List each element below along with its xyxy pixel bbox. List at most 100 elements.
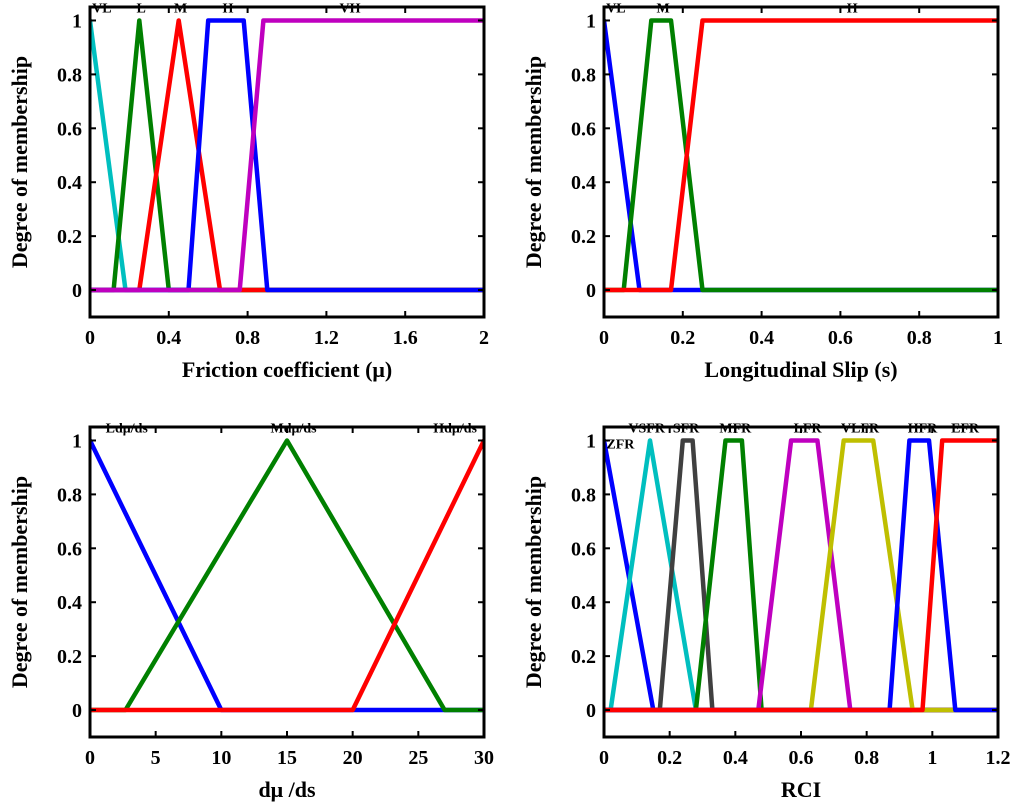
y-tick-label: 0.8 [57,484,82,506]
series-line-vl [604,18,998,293]
y-tick-label: 1 [586,430,596,452]
x-tick-label: 0.8 [907,327,932,349]
series-line-md-ds [90,438,484,713]
x-tick-label: 25 [408,747,428,769]
x-tick-label: 0.6 [789,747,814,769]
series-line-m [604,18,998,293]
curve-annotation: L [137,1,146,16]
x-tick-label: 0 [599,747,609,769]
chart-panel-2: 0 0.2 0.4 0.6 0.8 1 0 0.2 0.4 0.6 0.8 1 Longitudinal… [521,1,1003,382]
y-tick-label: 0.6 [571,118,596,140]
curve-annotation: VL [606,1,625,16]
y-tick-label: 0.2 [57,226,82,248]
y-tick-label: 0.8 [57,64,82,86]
curve-annotation: VSFR [628,421,665,436]
series-line-m [90,18,484,293]
chart-panel-1: 0 0.4 0.8 1.2 1.6 2 0 0.2 0.4 0.6 0.8 1 Friction coe… [7,1,489,382]
x-tick-label: 0.4 [156,327,181,349]
y-tick-label: 0.6 [57,538,82,560]
y-tick-label: 1 [72,10,82,32]
y-tick-label: 0 [586,700,596,722]
x-tick-label: 0.4 [723,747,748,769]
series-line-l [90,18,484,293]
series-group [90,438,484,713]
series-line-h [90,18,484,293]
y-tick-label: 0.2 [571,226,596,248]
x-tick-label: 1.2 [986,747,1011,769]
curve-annotation: Hdμ/ds [433,421,477,436]
y-tick-label: 0.2 [571,646,596,668]
x-tick-label: 0 [85,747,95,769]
x-tick-label: 30 [474,747,494,769]
axes-frame [602,5,1000,319]
curve-annotation: Ldμ/ds [106,421,149,436]
x-tick-label: 0.6 [828,327,853,349]
series-group [90,18,484,293]
y-axis-label: Degree of membership [7,56,32,268]
y-tick-label: 0.4 [57,172,82,194]
x-tick-label: 1 [927,747,937,769]
y-tick-label: 0.4 [571,172,596,194]
x-axis-label: dμ /ds [258,777,316,802]
y-tick-label: 0.2 [57,646,82,668]
x-tick-label: 20 [343,747,363,769]
x-tick-label: 1 [993,327,1003,349]
curve-annotation: Mdμ/ds [271,421,318,436]
y-tick-label: 0.6 [57,118,82,140]
y-tick-label: 1 [586,10,596,32]
x-tick-label: 5 [151,747,161,769]
x-tick-label: 0.2 [657,747,682,769]
series-line-hd-ds [90,438,484,713]
x-tick-label: 1.2 [314,327,339,349]
y-axis-label: Degree of membership [521,56,546,268]
y-tick-label: 1 [72,430,82,452]
x-axis-label: Friction coefficient (μ) [182,357,392,382]
x-tick-label: 0.2 [670,327,695,349]
series-line-h [604,18,998,293]
curve-annotation: H [222,1,233,16]
curve-annotation: LFR [794,421,823,436]
y-tick-label: 0.4 [571,592,596,614]
x-tick-label: 0.8 [235,327,260,349]
x-tick-label: 1.6 [393,327,418,349]
x-tick-label: 0 [85,327,95,349]
curve-annotation: EFR [951,421,980,436]
x-tick-label: 10 [211,747,231,769]
curve-annotation: VH [340,1,361,16]
curve-annotation: ZFR [606,438,635,453]
curve-annotation: SFR [673,421,700,436]
y-tick-label: 0 [586,280,596,302]
series-line-vh [90,18,484,293]
series-line-efr [604,438,998,713]
y-tick-label: 0 [72,700,82,722]
curve-annotation: H [847,1,858,16]
curve-annotation: MFR [719,421,752,436]
y-tick-label: 0 [72,280,82,302]
curve-annotation: M [656,1,669,16]
x-tick-label: 0.8 [854,747,879,769]
x-tick-label: 2 [479,327,489,349]
y-tick-label: 0.8 [571,484,596,506]
series-line-vl [90,18,484,293]
curve-annotation: M [174,1,187,16]
chart-panel-3: 0 5 10 15 20 25 30 0 0.2 0.4 0.6 0.8 1 dμ /ds Degree o… [7,421,494,802]
curve-annotation: VL [92,1,111,16]
axes-frame [88,5,486,319]
axes-frame [88,425,486,739]
y-tick-label: 0.8 [571,64,596,86]
x-axis-label: Longitudinal Slip (s) [704,357,897,382]
chart-panel-4: 0 0.2 0.4 0.6 0.8 1 1.2 0 0.2 0.4 0.6 0.8 1 RCI Degree… [521,421,1011,802]
y-tick-label: 0.4 [57,592,82,614]
series-group [604,438,998,713]
curve-annotation: HFR [908,421,938,436]
y-axis-label: Degree of membership [7,476,32,688]
series-group [604,18,998,293]
curve-annotation: VLFR [841,421,880,436]
x-tick-label: 0.4 [749,327,774,349]
x-tick-label: 0 [599,327,609,349]
y-tick-label: 0.6 [571,538,596,560]
x-tick-label: 15 [277,747,297,769]
x-axis-label: RCI [781,777,821,802]
y-axis-label: Degree of membership [521,476,546,688]
